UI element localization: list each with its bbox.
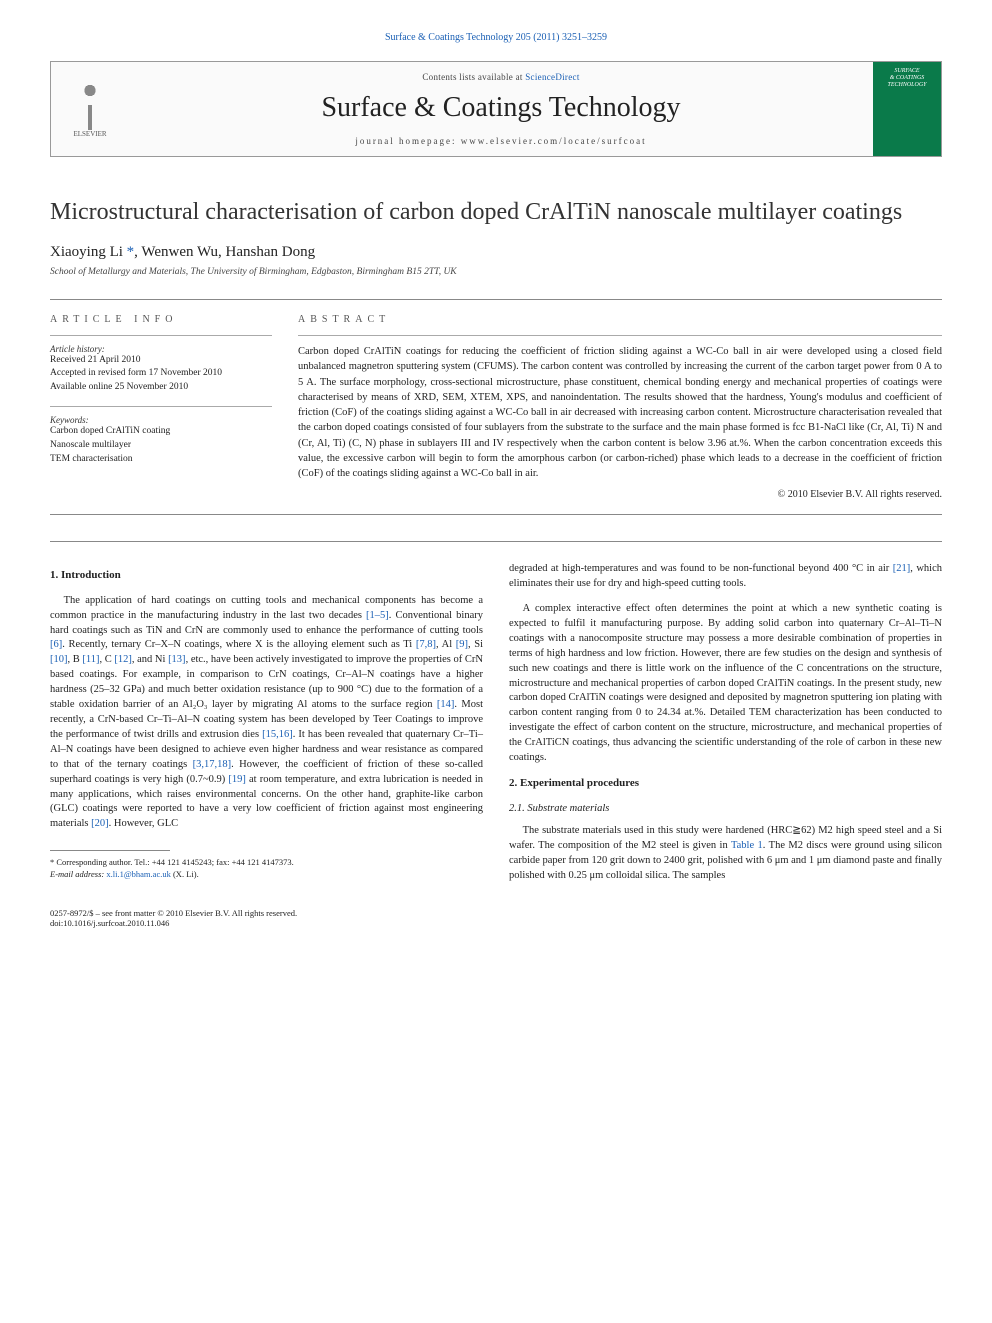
- abstract-copyright: © 2010 Elsevier B.V. All rights reserved…: [298, 489, 942, 500]
- email-label: E-mail address:: [50, 869, 106, 879]
- corr-author-info: * Corresponding author. Tel.: +44 121 41…: [50, 857, 483, 869]
- body-para: The application of hard coatings on cutt…: [50, 594, 483, 833]
- subsection-heading-substrate: 2.1. Substrate materials: [509, 802, 942, 817]
- article-title: Microstructural characterisation of carb…: [50, 197, 942, 228]
- body-columns: 1. Introduction The application of hard …: [50, 562, 942, 887]
- journal-header: ELSEVIER Contents lists available at Sci…: [50, 61, 942, 157]
- contents-prefix: Contents lists available at: [422, 72, 525, 82]
- table-link[interactable]: Table 1: [731, 840, 763, 851]
- abstract-column: ABSTRACT Carbon doped CrAlTiN coatings f…: [298, 300, 942, 500]
- article-info-head: ARTICLE INFO: [50, 300, 272, 335]
- top-citation[interactable]: Surface & Coatings Technology 205 (2011)…: [50, 32, 942, 43]
- divider: [298, 335, 942, 336]
- publisher-name: ELSEVIER: [73, 130, 106, 138]
- keyword: TEM characterisation: [50, 454, 133, 464]
- footnote-divider: [50, 850, 170, 851]
- accepted-date: Accepted in revised form 17 November 201…: [50, 368, 222, 378]
- journal-name: Surface & Coatings Technology: [129, 92, 873, 124]
- cover-line: TECHNOLOGY: [887, 82, 926, 89]
- ref-link[interactable]: [10]: [50, 654, 68, 665]
- keyword: Carbon doped CrAlTiN coating: [50, 426, 170, 436]
- online-date: Available online 25 November 2010: [50, 382, 188, 392]
- keywords: Carbon doped CrAlTiN coating Nanoscale m…: [50, 425, 272, 466]
- keywords-label: Keywords:: [50, 415, 272, 425]
- received-date: Received 21 April 2010: [50, 355, 141, 365]
- elsevier-tree-icon: [65, 80, 115, 130]
- divider: [50, 541, 942, 542]
- journal-cover-thumb: SURFACE & COATINGS TECHNOLOGY: [873, 62, 941, 156]
- body-para: degraded at high-temperatures and was fo…: [509, 562, 942, 592]
- header-center: Contents lists available at ScienceDirec…: [129, 62, 873, 156]
- author-name: Xiaoying Li: [50, 244, 127, 260]
- ref-link[interactable]: [21]: [893, 563, 911, 574]
- ref-link[interactable]: [13]: [168, 654, 186, 665]
- front-matter: 0257-8972/$ – see front matter © 2010 El…: [50, 908, 297, 918]
- email-suffix: (X. Li).: [171, 869, 199, 879]
- affiliation: School of Metallurgy and Materials, The …: [50, 267, 942, 277]
- ref-link[interactable]: [12]: [114, 654, 132, 665]
- ref-link[interactable]: [14]: [437, 699, 455, 710]
- elsevier-logo: ELSEVIER: [51, 62, 129, 156]
- divider: [50, 335, 272, 336]
- doi[interactable]: doi:10.1016/j.surfcoat.2010.11.046: [50, 918, 297, 928]
- ref-link[interactable]: [15,16]: [262, 729, 293, 740]
- divider: [50, 406, 272, 407]
- ref-link[interactable]: [3,17,18]: [193, 759, 232, 770]
- author-names: , Wenwen Wu, Hanshan Dong: [134, 244, 315, 260]
- keyword: Nanoscale multilayer: [50, 440, 131, 450]
- section-heading-experimental: 2. Experimental procedures: [509, 776, 942, 792]
- ref-link[interactable]: [19]: [228, 774, 246, 785]
- journal-homepage[interactable]: journal homepage: www.elsevier.com/locat…: [129, 136, 873, 146]
- body-para: The substrate materials used in this stu…: [509, 824, 942, 884]
- email-link[interactable]: x.li.1@bham.ac.uk: [106, 869, 170, 879]
- section-heading-intro: 1. Introduction: [50, 568, 483, 584]
- ref-link[interactable]: [7,8]: [416, 639, 436, 650]
- sciencedirect-link[interactable]: ScienceDirect: [525, 72, 579, 82]
- corresponding-footnote: * Corresponding author. Tel.: +44 121 41…: [50, 857, 483, 881]
- article-info-column: ARTICLE INFO Article history: Received 2…: [50, 300, 272, 500]
- ref-link[interactable]: [20]: [91, 818, 109, 829]
- abstract-text: Carbon doped CrAlTiN coatings for reduci…: [298, 344, 942, 481]
- cover-line: & COATINGS: [890, 75, 925, 82]
- abstract-head: ABSTRACT: [298, 300, 942, 335]
- ref-link[interactable]: [9]: [456, 639, 468, 650]
- authors: Xiaoying Li *, Wenwen Wu, Hanshan Dong: [50, 244, 942, 261]
- history-label: Article history:: [50, 344, 272, 354]
- contents-available: Contents lists available at ScienceDirec…: [129, 72, 873, 82]
- cover-line: SURFACE: [894, 68, 919, 75]
- divider: [50, 514, 942, 515]
- ref-link[interactable]: [1–5]: [366, 610, 389, 621]
- body-para: A complex interactive effect often deter…: [509, 602, 942, 766]
- ref-link[interactable]: [11]: [82, 654, 99, 665]
- page-footer: 0257-8972/$ – see front matter © 2010 El…: [50, 908, 942, 928]
- article-history: Received 21 April 2010 Accepted in revis…: [50, 354, 272, 394]
- ref-link[interactable]: [6]: [50, 639, 62, 650]
